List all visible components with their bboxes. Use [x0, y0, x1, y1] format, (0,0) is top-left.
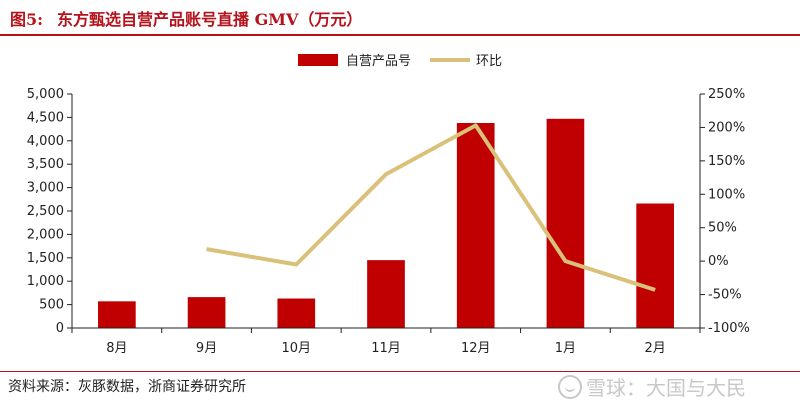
bar: [456, 123, 495, 329]
bar: [546, 118, 585, 328]
x-tick-label: 2月: [645, 341, 666, 356]
watermark-text: 雪球：大国与大民: [586, 376, 746, 400]
x-tick-label: 9月: [196, 341, 217, 356]
right-tick-label: 0%: [708, 254, 729, 269]
left-axis: 0 500 1,000 1,500 2,000 2,500 3,000 3,500 4,000 4…: [27, 87, 73, 336]
x-tick-label: 12月: [461, 341, 491, 356]
left-tick-label: 4,000: [27, 134, 64, 149]
left-tick-label: 500: [39, 298, 64, 313]
legend: 自营产品号 环比: [298, 54, 502, 69]
title-rule: [0, 34, 800, 36]
left-tick-label: 2,000: [27, 227, 64, 242]
figure-title: 图5: 东方甄选自营产品账号直播 GMV（万元）: [10, 6, 362, 30]
snowball-logo-icon: [558, 375, 582, 399]
line-series: [206, 123, 656, 292]
bar: [98, 301, 136, 328]
bar: [187, 297, 226, 328]
right-tick-label: 200%: [708, 120, 745, 135]
x-tick-label: 11月: [371, 341, 401, 356]
legend-bar-swatch: [298, 54, 338, 66]
right-tick-label: 150%: [708, 154, 745, 169]
left-tick-label: 5,000: [27, 87, 64, 102]
x-tick-label: 8月: [106, 341, 127, 356]
legend-line-label: 环比: [476, 54, 502, 69]
right-tick-label: -100%: [708, 321, 750, 336]
x-tick-label: 1月: [555, 341, 576, 356]
left-tick-label: 0: [56, 321, 64, 336]
line-path: [206, 123, 656, 292]
bar: [277, 298, 316, 328]
right-tick-label: 50%: [708, 221, 737, 236]
x-tick-label: 10月: [282, 341, 312, 356]
left-tick-label: 2,500: [27, 204, 64, 219]
right-tick-label: 250%: [708, 87, 745, 102]
right-tick-label: 100%: [708, 187, 745, 202]
left-tick-label: 3,000: [27, 181, 64, 196]
legend-bar-label: 自营产品号: [346, 54, 411, 69]
source-note: 资料来源：灰豚数据，浙商证券研究所: [8, 379, 246, 395]
footer-rule: [0, 371, 800, 372]
bar: [636, 203, 674, 328]
x-axis: 8月 9月 10月 11月 12月 1月 2月: [71, 327, 701, 356]
left-tick-label: 1,000: [27, 274, 64, 289]
figure-number: 图5:: [10, 10, 44, 29]
right-axis: -100% -50% 0% 50% 100% 150% 200% 250%: [699, 87, 750, 336]
left-tick-label: 3,500: [27, 157, 64, 172]
left-tick-label: 1,500: [27, 251, 64, 266]
left-tick-label: 4,500: [27, 110, 64, 125]
figure-title-text: 东方甄选自营产品账号直播 GMV（万元）: [57, 10, 363, 29]
bar: [367, 260, 405, 328]
bar-series: [98, 118, 674, 329]
right-tick-label: -50%: [708, 288, 742, 303]
watermark: 雪球：大国与大民: [558, 372, 746, 401]
